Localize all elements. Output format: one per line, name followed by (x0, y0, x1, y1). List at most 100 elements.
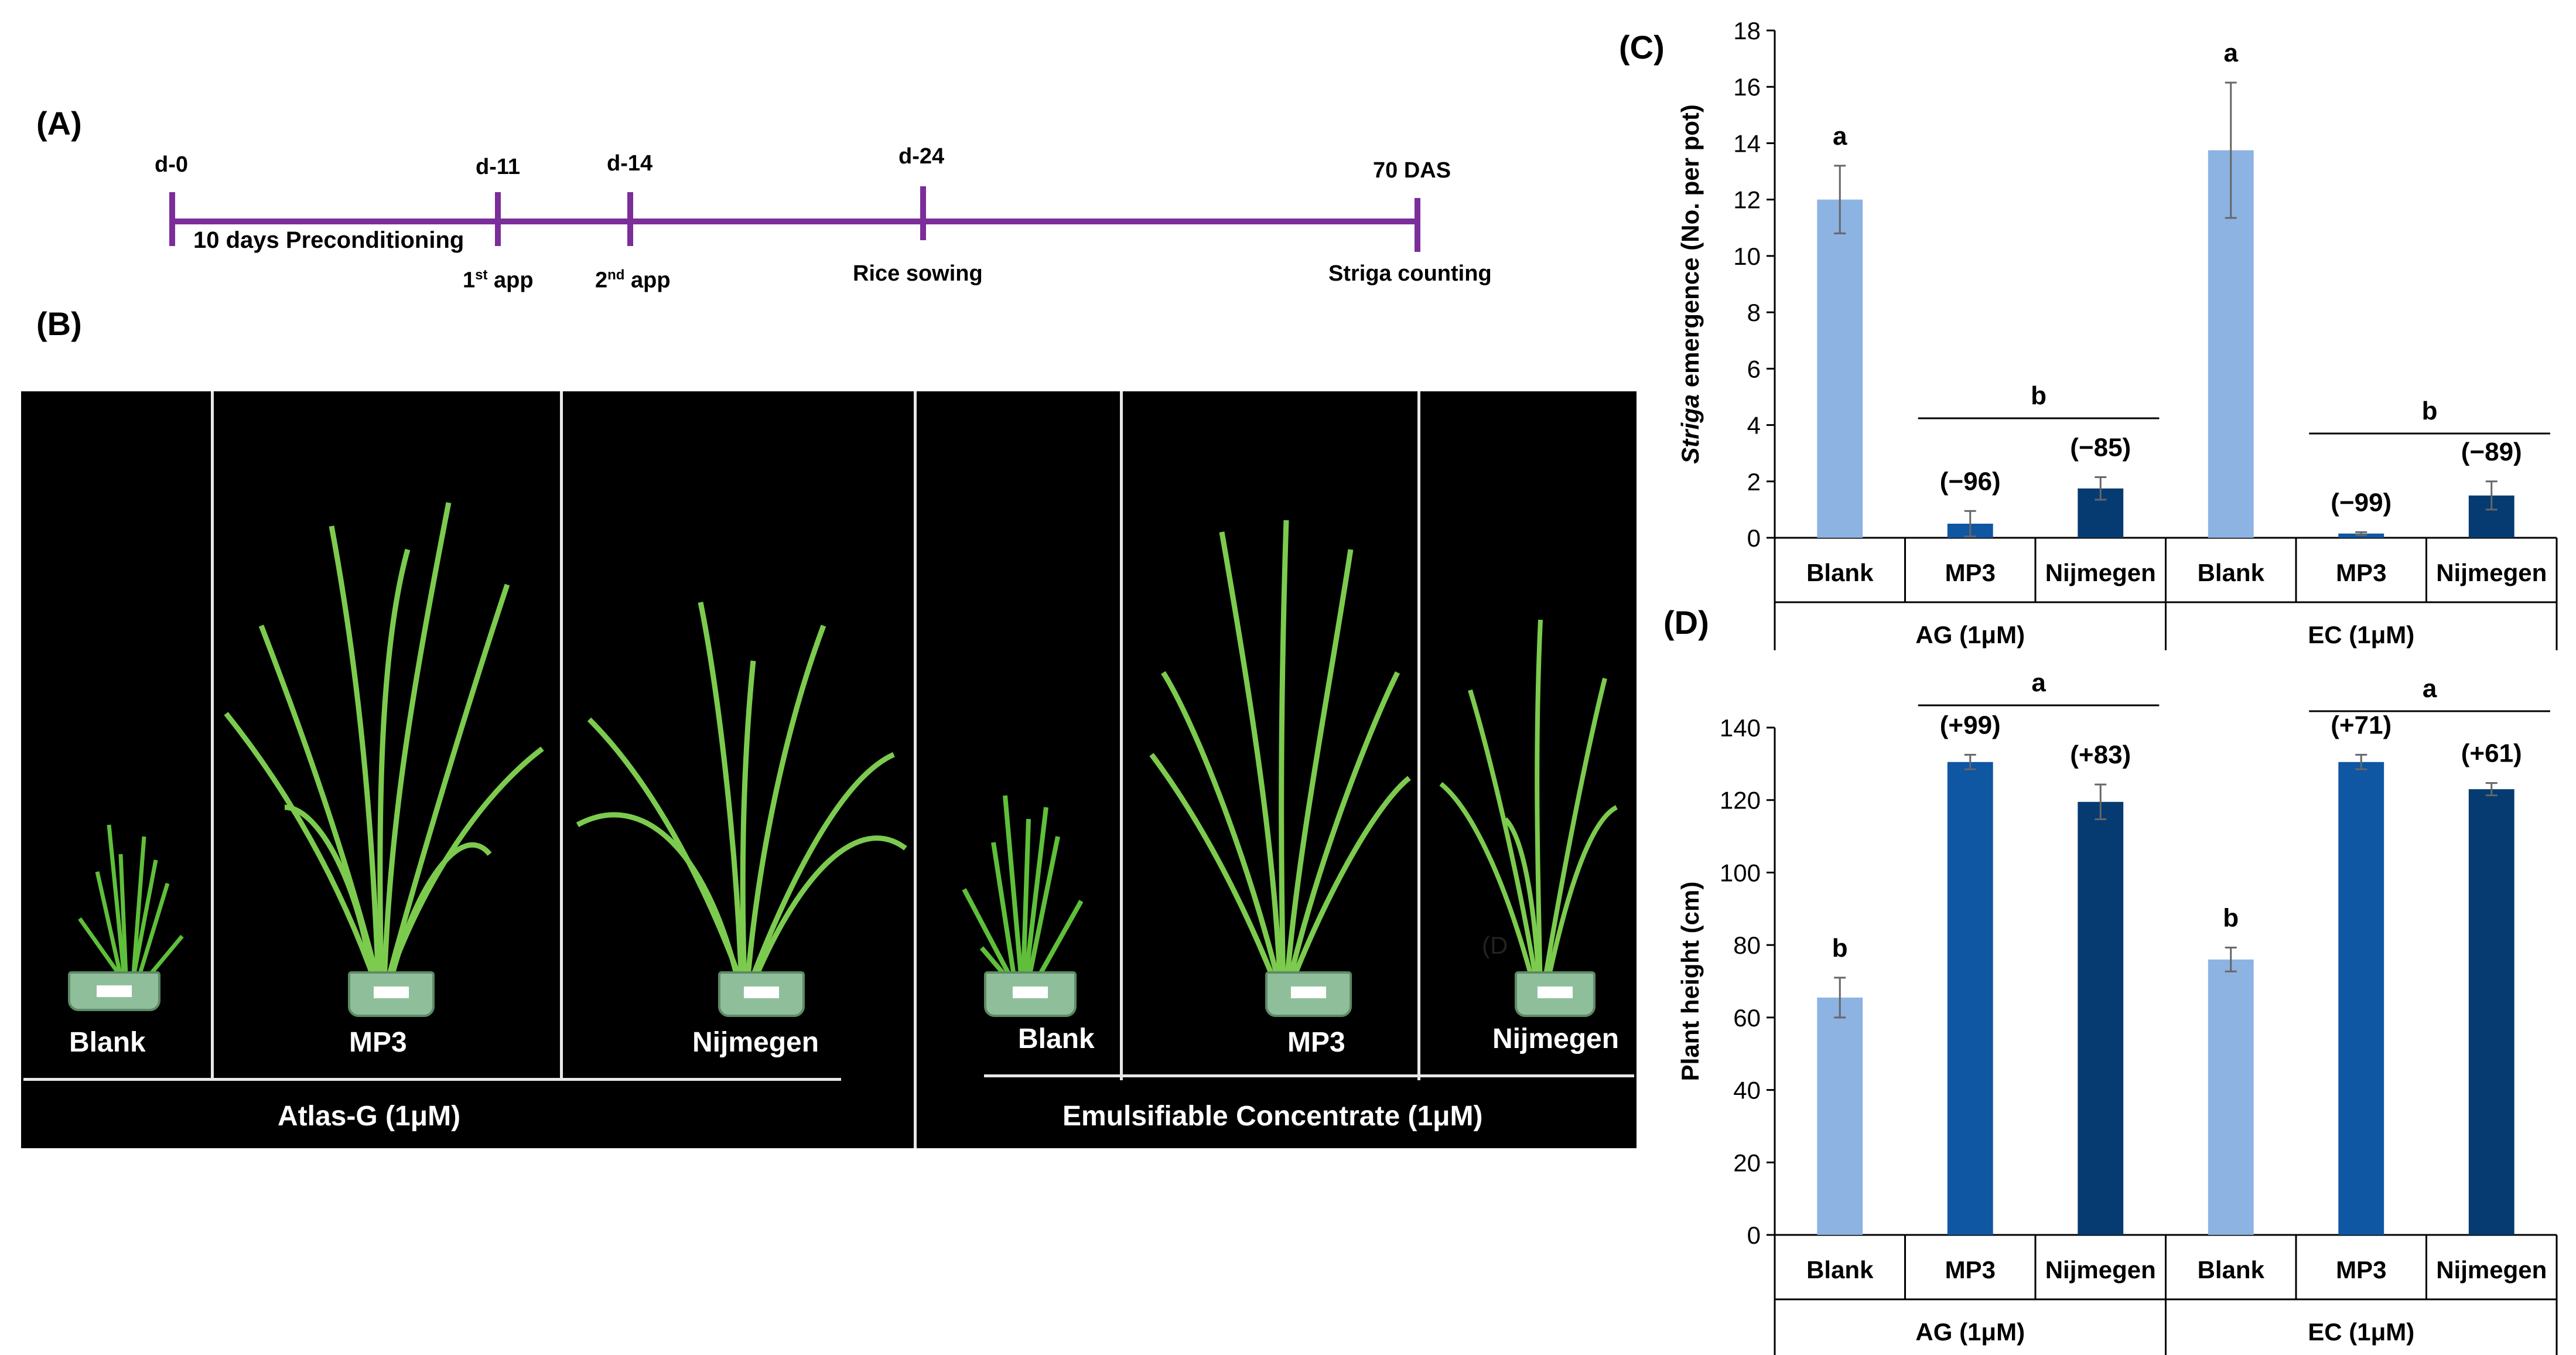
bar-label: (−85) (2070, 434, 2131, 462)
timeline-day-70das: 70 DAS (1373, 158, 1451, 183)
pot (1515, 971, 1596, 1017)
bar-label: (+83) (2070, 740, 2131, 769)
category-label: Nijmegen (2045, 559, 2156, 586)
timeline-day-24: d-24 (898, 144, 945, 169)
y-axis-label: Striga emergence (No. per pot) (1676, 104, 1704, 464)
y-axis-label: Plant height (cm) (1676, 882, 1704, 1081)
category-label: MP3 (1945, 559, 1996, 586)
y-tick-label: 2 (1747, 468, 1761, 496)
bar (2078, 801, 2124, 1235)
bar-label: (−96) (1940, 467, 2001, 496)
y-tick-label: 20 (1733, 1149, 1761, 1176)
timeline-rice-sowing: Rice sowing (853, 261, 983, 286)
y-axis-label-rest: emergence (No. per pot) (1676, 104, 1704, 394)
chart-striga-emergence: 0 2 4 6 8 10 12 14 16 18 Striga emergence (No. per… (1676, 17, 2558, 650)
photo-label-blank-ec: Blank (1018, 1023, 1095, 1054)
category-label: Nijmegen (2045, 1256, 2156, 1284)
bar (1947, 762, 1993, 1235)
bar-label: (−99) (2331, 488, 2391, 517)
panel-label-a: (A) (36, 105, 82, 142)
y-tick-label: 12 (1733, 186, 1761, 214)
bar (1817, 997, 1863, 1235)
timeline-striga-counting: Striga counting (1328, 261, 1492, 286)
panel-label-c: (C) (1619, 29, 1665, 66)
y-tick-label: 0 (1747, 524, 1761, 552)
category-label: MP3 (2336, 1256, 2386, 1284)
bar (1817, 199, 1863, 538)
y-tick-label: 40 (1733, 1077, 1761, 1104)
category-label: Nijmegen (2436, 1256, 2547, 1284)
photo-divider (211, 391, 214, 1080)
y-tick-label: 100 (1720, 859, 1761, 886)
photo-label-nijmegen-ag: Nijmegen (692, 1027, 819, 1058)
y-tick-label: 60 (1733, 1004, 1761, 1032)
category-label: Blank (1806, 559, 1874, 586)
category-label: Nijmegen (2436, 559, 2547, 586)
timeline-day-0: d-0 (155, 152, 188, 177)
y-tick-label: 0 (1747, 1221, 1761, 1249)
category-label: Blank (2198, 559, 2265, 586)
pot (984, 971, 1077, 1017)
pot (348, 971, 435, 1017)
timeline-day-11: d-11 (476, 155, 521, 179)
bar-label: (+99) (1940, 711, 2001, 739)
bar-label: a (2224, 39, 2239, 67)
bar (2468, 789, 2514, 1235)
photo-label-blank-ag: Blank (69, 1027, 146, 1058)
bar (2208, 959, 2254, 1235)
timeline-day-14: d-14 (607, 151, 653, 176)
panel-label-d: (D) (1663, 604, 1709, 641)
timeline-preconditioning: 10 days Preconditioning (193, 227, 464, 253)
group-label: EC (1μM) (2308, 621, 2414, 649)
photo-label-nijmegen-ec: Nijmegen (1492, 1023, 1620, 1054)
significance-letter: a (2031, 668, 2046, 697)
y-tick-label: 80 (1733, 931, 1761, 959)
plant-mp3-ec-shoots (1149, 520, 1411, 990)
bar-label: (−89) (2461, 438, 2522, 466)
photo-group-label-ag: Atlas-G (1μM) (278, 1101, 461, 1132)
category-label: Blank (1806, 1256, 1874, 1284)
chart-plant-height: 0 20 40 60 80 100 120 140 Plant height (cm) b Blan… (1676, 668, 2558, 1355)
photo-stray-text: (D (1482, 931, 1508, 959)
bar (2338, 762, 2384, 1235)
photo-divider (560, 391, 563, 1080)
plant-mp3-ag (224, 502, 544, 984)
bar-label: b (1832, 934, 1848, 963)
panel-label-b: (B) (36, 305, 82, 342)
bar-label: (+61) (2461, 739, 2522, 768)
y-tick-label: 16 (1733, 73, 1761, 101)
timeline-second-app: 2nd app (595, 267, 671, 293)
group-label: AG (1μM) (1915, 1318, 2025, 1346)
group-label: EC (1μM) (2308, 1318, 2414, 1346)
pot (1265, 971, 1352, 1017)
photo-divider (914, 391, 917, 1148)
plant-blank-ag (78, 824, 184, 991)
significance-letter: b (2031, 381, 2047, 410)
pot (718, 971, 805, 1017)
photo-label-mp3-ec: MP3 (1287, 1027, 1345, 1058)
y-tick-label: 6 (1747, 355, 1761, 383)
timeline-first-app: 1st app (463, 267, 534, 293)
y-tick-label: 4 (1747, 412, 1761, 439)
plant-nijmegen-ec-shoots (1439, 619, 1618, 990)
category-label: MP3 (2336, 559, 2386, 586)
bar-label: a (1833, 122, 1847, 151)
plant-nijmegen-ag (576, 602, 907, 984)
significance-letter: a (2423, 674, 2437, 703)
photo-panel-right (932, 391, 1637, 1148)
y-tick-label: 14 (1733, 129, 1761, 157)
bar-label: b (2223, 903, 2239, 932)
photo-divider (1120, 391, 1123, 1080)
y-tick-label: 10 (1733, 243, 1761, 270)
photo-label-mp3-ag: MP3 (349, 1027, 407, 1058)
photo-group-label-ec: Emulsifiable Concentrate (1μM) (1062, 1101, 1483, 1132)
group-label: AG (1μM) (1915, 621, 2025, 649)
pot (68, 971, 160, 1011)
significance-letter: b (2422, 397, 2438, 425)
y-tick-label: 140 (1720, 714, 1761, 742)
y-tick-label: 8 (1747, 299, 1761, 326)
photo-divider (1417, 391, 1420, 1080)
bar-label: (+71) (2331, 711, 2391, 739)
y-axis-label-italic: Striga (1676, 394, 1704, 464)
y-tick-label: 120 (1720, 787, 1761, 814)
